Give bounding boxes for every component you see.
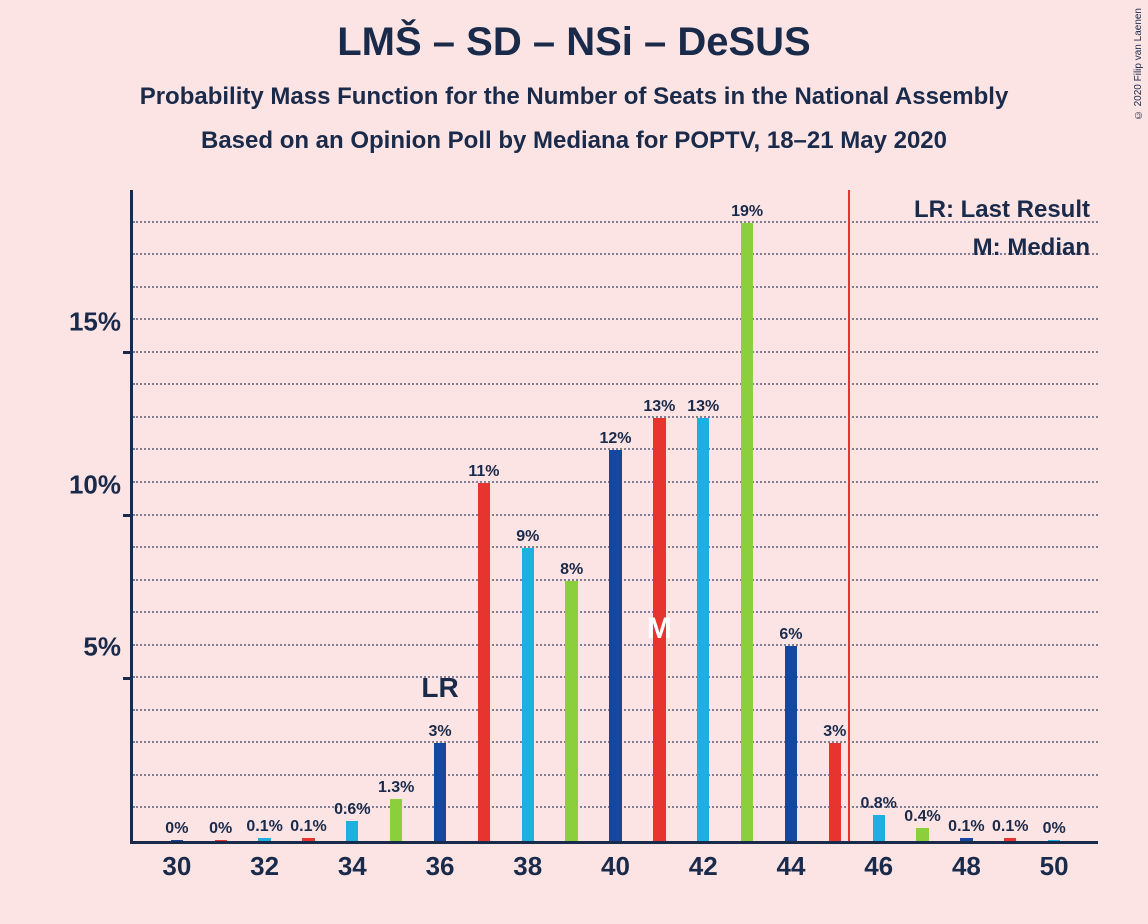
page-title: LMŠ – SD – NSi – DeSUS [0, 0, 1148, 65]
y-axis-tick [123, 351, 133, 354]
chart-bar-label: 0% [209, 820, 232, 838]
chart-bar-label: 13% [687, 398, 719, 416]
chart-bar: 0.1% [258, 838, 270, 841]
chart-bar-label: 3% [428, 723, 451, 741]
y-axis-label: 10% [69, 469, 121, 500]
subtitle-2: Based on an Opinion Poll by Mediana for … [0, 127, 1148, 155]
y-axis-label: 15% [69, 306, 121, 337]
chart-bar-label: 0.1% [246, 818, 282, 836]
chart-bar-label: 9% [516, 528, 539, 546]
x-axis-label: 36 [426, 851, 455, 882]
chart-gridline [133, 383, 1098, 385]
chart-bar: 0.1% [302, 838, 314, 841]
chart-bar: 3% [829, 743, 841, 841]
chart-bar-label: 0% [165, 820, 188, 838]
chart-gridline [133, 253, 1098, 255]
chart-bar: 0.1% [1004, 838, 1016, 841]
chart-bar: 1.3% [390, 799, 402, 841]
chart-bar-label: 0.1% [992, 818, 1028, 836]
chart-bar: 0.6% [346, 821, 358, 841]
y-axis-label: 5% [83, 632, 121, 663]
chart-bar-label: 12% [599, 430, 631, 448]
chart-bar: 0% [1048, 840, 1060, 841]
chart-bar: 0% [215, 840, 227, 841]
chart-bar-label: 0.4% [904, 808, 940, 826]
copyright-text: © 2020 Filip van Laenen [1133, 8, 1144, 120]
chart-gridline [133, 318, 1098, 320]
chart-legend: LR: Last Result M: Median [914, 196, 1090, 272]
chart-container: LR: Last Result M: Median 5% 10% 15% 30 32 34… [60, 190, 1118, 894]
chart-bar: 0.1% [960, 838, 972, 841]
chart-gridline [133, 416, 1098, 418]
chart-bar: 8% [565, 581, 577, 841]
chart-bar-label: 3% [823, 723, 846, 741]
chart-bar-label: 19% [731, 203, 763, 221]
chart-bar: 12% [609, 450, 621, 841]
x-axis-label: 42 [689, 851, 718, 882]
median-marker: M [647, 612, 672, 646]
chart-gridline [133, 286, 1098, 288]
chart-bar-label: 0% [1043, 820, 1066, 838]
y-axis-tick [123, 514, 133, 517]
chart-bar: 13%M [653, 418, 665, 841]
x-axis-label: 40 [601, 851, 630, 882]
x-axis-label: 38 [513, 851, 542, 882]
last-result-line [848, 190, 850, 841]
chart-bar-label: 0.1% [290, 818, 326, 836]
x-axis-label: 30 [162, 851, 191, 882]
legend-m: M: Median [914, 234, 1090, 262]
y-axis-tick [123, 677, 133, 680]
chart-bar: 13% [697, 418, 709, 841]
chart-plot-area: LR: Last Result M: Median 5%10%15%303234… [130, 190, 1098, 844]
chart-bar-label: 8% [560, 561, 583, 579]
chart-gridline [133, 351, 1098, 353]
chart-bar: 0.4% [916, 828, 928, 841]
lr-label: LR [421, 672, 458, 704]
chart-bar-label: 0.6% [334, 801, 370, 819]
chart-bar: 6% [785, 646, 797, 841]
x-axis-label: 46 [864, 851, 893, 882]
chart-bar-label: 11% [468, 463, 499, 481]
chart-bar: 11% [478, 483, 490, 841]
chart-bar: 0% [171, 840, 183, 841]
chart-bar-label: 0.8% [860, 795, 896, 813]
chart-bar-label: 1.3% [378, 779, 414, 797]
x-axis-label: 44 [776, 851, 805, 882]
x-axis-label: 50 [1040, 851, 1069, 882]
x-axis-label: 32 [250, 851, 279, 882]
chart-bar: 0.8% [873, 815, 885, 841]
chart-bar-label: 6% [779, 626, 802, 644]
chart-bar: 19% [741, 223, 753, 841]
chart-bar: 9% [522, 548, 534, 841]
subtitle-1: Probability Mass Function for the Number… [0, 83, 1148, 111]
chart-bar: 3% [434, 743, 446, 841]
chart-gridline [133, 221, 1098, 223]
x-axis-label: 48 [952, 851, 981, 882]
chart-bar-label: 0.1% [948, 818, 984, 836]
chart-bar-label: 13% [643, 398, 675, 416]
x-axis-label: 34 [338, 851, 367, 882]
